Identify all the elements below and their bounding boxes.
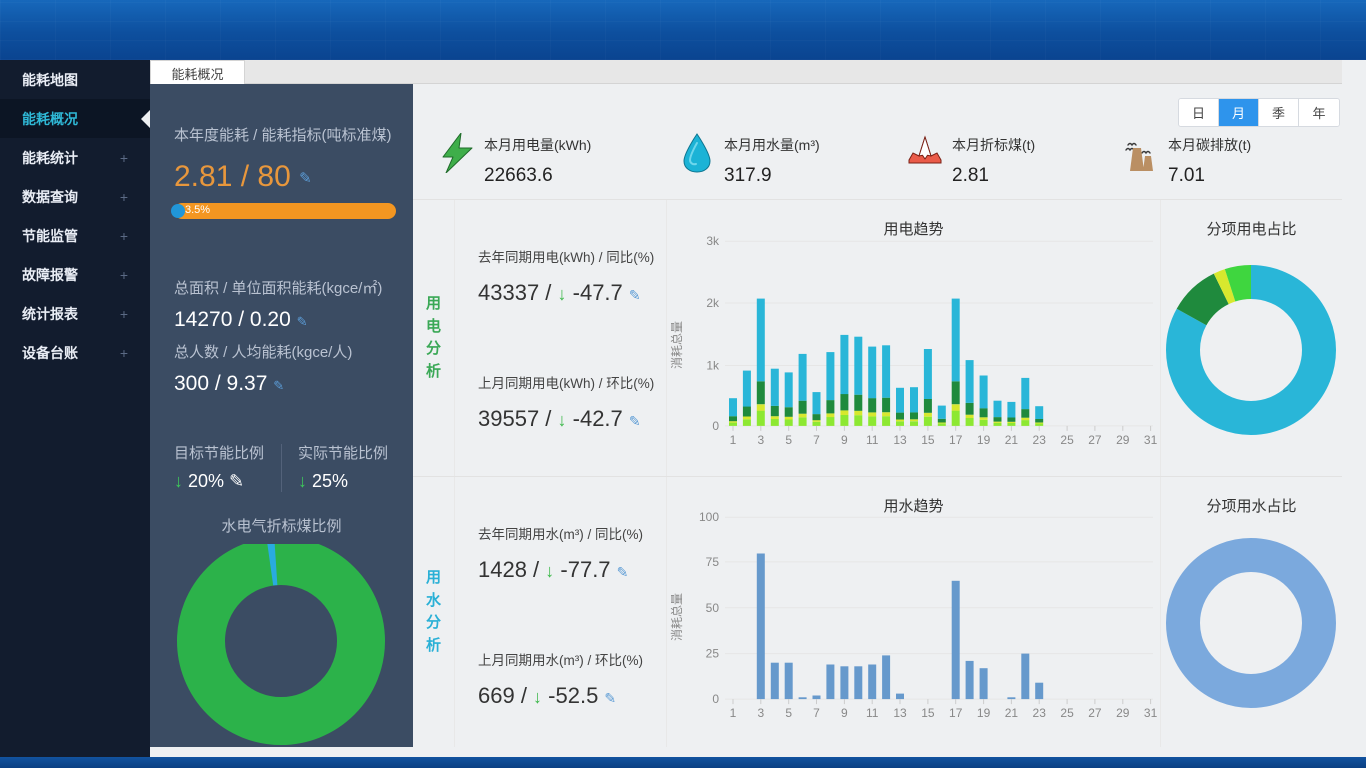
svg-text:31: 31 <box>1144 433 1158 447</box>
svg-text:100: 100 <box>699 510 719 524</box>
svg-text:0: 0 <box>712 692 719 706</box>
svg-text:25: 25 <box>1060 433 1074 447</box>
svg-text:1k: 1k <box>706 359 720 373</box>
svg-text:27: 27 <box>1088 433 1102 447</box>
svg-text:75: 75 <box>706 555 720 569</box>
svg-text:0: 0 <box>712 419 719 433</box>
svg-text:21: 21 <box>1005 706 1019 720</box>
svg-text:2k: 2k <box>706 296 720 310</box>
svg-text:7: 7 <box>813 433 820 447</box>
svg-text:9: 9 <box>841 433 848 447</box>
svg-text:5: 5 <box>785 706 792 720</box>
svg-text:13: 13 <box>893 433 907 447</box>
svg-text:3k: 3k <box>706 234 720 248</box>
svg-text:31: 31 <box>1144 706 1158 720</box>
svg-text:50: 50 <box>706 601 720 615</box>
svg-text:消耗总量: 消耗总量 <box>670 593 684 641</box>
svg-text:消耗总量: 消耗总量 <box>670 321 684 369</box>
svg-text:23: 23 <box>1033 706 1047 720</box>
svg-text:19: 19 <box>977 433 991 447</box>
svg-text:7: 7 <box>813 706 820 720</box>
svg-text:9: 9 <box>841 706 848 720</box>
svg-text:29: 29 <box>1116 706 1130 720</box>
svg-text:21: 21 <box>1005 433 1019 447</box>
svg-text:11: 11 <box>866 706 879 720</box>
svg-text:5: 5 <box>785 433 792 447</box>
svg-text:27: 27 <box>1088 706 1102 720</box>
svg-text:15: 15 <box>921 433 935 447</box>
svg-text:13: 13 <box>893 706 907 720</box>
svg-text:25: 25 <box>706 647 720 661</box>
svg-text:25: 25 <box>1060 706 1074 720</box>
svg-text:3: 3 <box>757 706 764 720</box>
svg-text:15: 15 <box>921 706 935 720</box>
svg-text:1: 1 <box>730 706 737 720</box>
svg-text:1: 1 <box>730 433 737 447</box>
svg-text:17: 17 <box>949 433 963 447</box>
svg-text:19: 19 <box>977 706 991 720</box>
svg-text:29: 29 <box>1116 433 1130 447</box>
svg-text:11: 11 <box>866 433 879 447</box>
svg-text:17: 17 <box>949 706 963 720</box>
svg-text:23: 23 <box>1033 433 1047 447</box>
svg-text:3: 3 <box>757 433 764 447</box>
